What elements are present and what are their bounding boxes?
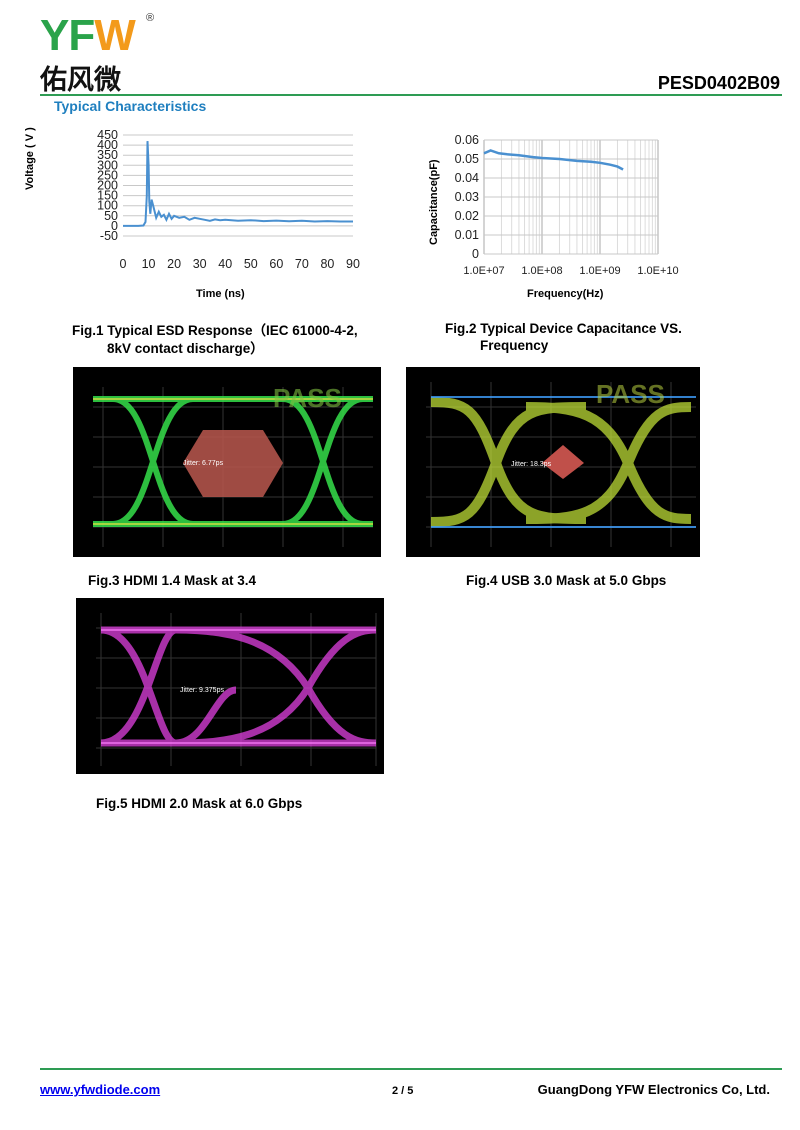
chart1-xtick-label: 20 <box>167 257 181 271</box>
footer-divider <box>40 1068 782 1070</box>
chart1-series-line <box>123 141 353 227</box>
chart1-xtick-label: 10 <box>142 257 156 271</box>
chart1-ytick-label: -50 <box>100 229 118 243</box>
chart1-xtick-label: 70 <box>295 257 309 271</box>
chart2-ylabel: Capacitance(pF) <box>428 159 440 245</box>
chart1-ytick-label: 150 <box>97 189 118 203</box>
eye2-pass-watermark: PASS <box>596 379 665 409</box>
chart2-ytick-label: 0.06 <box>455 133 479 147</box>
eye3-jitter: Jitter: 9.375ps <box>180 687 224 694</box>
company-name: GuangDong YFW Electronics Co, Ltd. <box>537 1082 770 1097</box>
fig3-caption: Fig.3 HDMI 1.4 Mask at 3.4 <box>88 573 257 588</box>
fig5-caption: Fig.5 HDMI 2.0 Mask at 6.0 Gbps <box>96 796 303 811</box>
chart1-ytick-label: 200 <box>97 179 118 193</box>
logo-text-yf: YF <box>40 11 95 60</box>
chart2-ytick-label: 0.03 <box>455 190 479 204</box>
chart1-ylabel: Voltage ( V ) <box>24 127 36 190</box>
chart1-xlabel: Time (ns) <box>196 288 245 300</box>
logo-text-w: W <box>94 11 136 60</box>
chart1-xtick-label: 80 <box>320 257 334 271</box>
chart2-ytick-label: 0 <box>472 247 479 261</box>
chart2-ytick-label: 0.01 <box>455 228 479 242</box>
usb30-eye-diagram: PASS Jitter: 18.3ps <box>406 367 700 557</box>
chart1-xtick-label: 30 <box>193 257 207 271</box>
chart2-xlabel: Frequency(Hz) <box>527 288 604 300</box>
chart2-ytick-label: 0.02 <box>455 209 479 223</box>
chart2-ytick-label: 0.05 <box>455 152 479 166</box>
chart2-xtick-label: 1.0E+09 <box>579 265 620 277</box>
chart1-ytick-label: 350 <box>97 148 118 162</box>
chart1-ytick-label: 100 <box>97 199 118 213</box>
chart2-xtick-label: 1.0E+08 <box>521 265 562 277</box>
eye2-jitter: Jitter: 18.3ps <box>511 461 552 468</box>
hdmi20-eye-diagram: Jitter: 9.375ps <box>76 598 384 774</box>
fig2-caption-line2: Frequency <box>480 338 549 353</box>
chart1-xtick-label: 0 <box>120 257 127 271</box>
capacitance-chart: 0.06 0.05 0.04 0.03 0.02 0.01 0 1.0E+07 1.0E+08 1… <box>455 133 679 277</box>
chart1-ytick-label: 400 <box>97 138 118 152</box>
fig4-caption: Fig.4 USB 3.0 Mask at 5.0 Gbps <box>466 573 667 588</box>
eye1-jitter: Jitter: 6.77ps <box>183 460 224 467</box>
chart2-xtick-label: 1.0E+10 <box>637 265 678 277</box>
chart1-ytick-label: 450 <box>97 128 118 142</box>
page-number: 2 / 5 <box>392 1085 414 1097</box>
eye1-pass-watermark: PASS <box>273 383 342 413</box>
company-logo: YFW <box>40 11 136 60</box>
fig2-caption-line1: Fig.2 Typical Device Capacitance VS. <box>445 321 682 336</box>
registered-mark: ® <box>146 12 155 24</box>
header-divider <box>40 94 782 96</box>
part-number: PESD0402B09 <box>657 73 780 93</box>
chart1-xtick-label: 50 <box>244 257 258 271</box>
section-title: Typical Characteristics <box>54 98 207 114</box>
hdmi14-eye-diagram: PASS Jitter: 6.77ps <box>73 367 381 557</box>
chart1-ytick-label: 300 <box>97 158 118 172</box>
chart2-series-line <box>483 149 624 171</box>
fig1-caption-line1: Fig.1 Typical ESD Response（IEC 61000-4-2… <box>72 323 358 338</box>
chart1-xtick-label: 40 <box>218 257 232 271</box>
chart2-xtick-label: 1.0E+07 <box>463 265 504 277</box>
chart1-ytick-label: 0 <box>111 219 118 233</box>
logo-chinese-name: 佑风微 <box>40 65 121 96</box>
chart1-ytick-label: 50 <box>104 209 118 223</box>
fig1-caption-line2: 8kV contact discharge） <box>107 341 264 356</box>
website-link[interactable]: www.yfwdiode.com <box>40 1082 161 1097</box>
chart1-ytick-label: 250 <box>97 168 118 182</box>
chart1-xtick-label: 60 <box>269 257 283 271</box>
chart1-xtick-label: 90 <box>346 257 360 271</box>
chart2-ytick-label: 0.04 <box>455 171 479 185</box>
